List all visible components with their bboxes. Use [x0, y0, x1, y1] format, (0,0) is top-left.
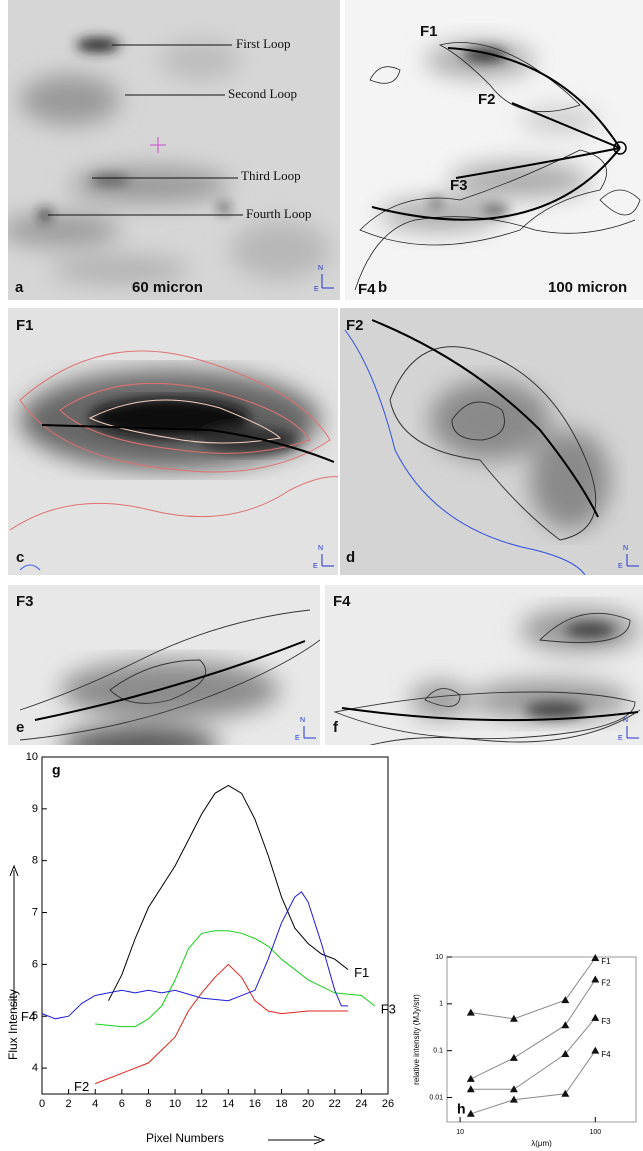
y-axis-label: Flux Intensity — [6, 989, 20, 1060]
series-line — [109, 786, 349, 1001]
compass-n: N — [318, 265, 323, 272]
series-line — [95, 964, 348, 1083]
panel-label: b — [378, 279, 387, 296]
x-tick-label: 26 — [382, 1098, 394, 1110]
x-tick-label: 16 — [249, 1098, 261, 1110]
x-tick-label: 18 — [275, 1098, 287, 1110]
x-axis-label: λ(μm) — [531, 1139, 552, 1148]
compass-n: N — [318, 545, 323, 552]
feature-label: F3 — [450, 177, 468, 194]
series-label: F3 — [381, 1001, 396, 1016]
panel-title: F2 — [346, 317, 364, 334]
series-line — [471, 1018, 596, 1089]
feature-label: F4 — [358, 281, 376, 298]
series-label: F2 — [601, 979, 611, 988]
y-tick-label: 6 — [32, 958, 38, 970]
compass-e: E — [618, 563, 623, 570]
series-line — [471, 958, 596, 1019]
panel-d: F2 d N E — [340, 308, 643, 575]
marker — [467, 1009, 475, 1016]
y-arrow — [10, 866, 18, 1010]
y-tick-label: 0.1 — [433, 1048, 443, 1055]
compass-n: N — [623, 545, 628, 552]
y-tick-label: 0.01 — [429, 1094, 443, 1101]
x-tick-label: 100 — [589, 1129, 601, 1136]
panel-e: F3 e N E — [8, 585, 320, 763]
marker — [591, 1014, 599, 1021]
panel-c: F1 c N E — [8, 308, 350, 575]
compass-n: N — [300, 717, 305, 724]
series-label: F4 — [601, 1050, 611, 1059]
annotation: Second Loop — [228, 86, 297, 101]
x-tick-label: 6 — [119, 1098, 125, 1110]
x-tick-label: 8 — [145, 1098, 151, 1110]
annotation: Fourth Loop — [246, 206, 311, 221]
marker — [561, 1021, 569, 1028]
caption: 60 micron — [132, 279, 203, 296]
x-axis-label: Pixel Numbers — [146, 1131, 224, 1145]
x-tick-label: 10 — [456, 1129, 464, 1136]
panel-title: F3 — [16, 593, 34, 610]
plot-frame — [42, 757, 388, 1094]
panel-f: F4 f N E — [325, 585, 643, 760]
figure: First Loop Second Loop Third Loop Fourth… — [0, 0, 643, 1151]
panel-label: d — [346, 549, 355, 566]
y-tick-label: 9 — [32, 803, 38, 815]
x-tick-label: 24 — [355, 1098, 367, 1110]
marker — [467, 1075, 475, 1082]
marker — [591, 954, 599, 961]
panel-title: F1 — [16, 317, 34, 334]
marker — [591, 1047, 599, 1054]
y-tick-label: 4 — [32, 1062, 38, 1074]
series-line — [42, 892, 348, 1019]
feature-label: F1 — [420, 23, 438, 40]
series-line — [471, 1051, 596, 1114]
panel-label: a — [15, 279, 24, 296]
series-label: F1 — [601, 957, 611, 966]
marker — [467, 1085, 475, 1092]
x-tick-label: 10 — [169, 1098, 181, 1110]
marker — [510, 1054, 518, 1061]
series-line — [471, 980, 596, 1079]
panel-label: h — [457, 1101, 466, 1117]
y-tick-label: 8 — [32, 855, 38, 867]
panel-label: g — [52, 762, 61, 778]
series-label: F3 — [601, 1017, 611, 1026]
panel-title: F4 — [333, 593, 351, 610]
x-tick-label: 2 — [66, 1098, 72, 1110]
panel-b: F1 F2 F3 F4 b 100 micron — [345, 0, 643, 300]
compass-e: E — [313, 563, 318, 570]
series-label: F4 — [21, 1009, 36, 1024]
series-label: F2 — [74, 1079, 89, 1094]
marker — [561, 1090, 569, 1097]
marker — [591, 976, 599, 983]
annotation: First Loop — [236, 36, 291, 51]
y-tick-label: 7 — [32, 906, 38, 918]
panel-a: First Loop Second Loop Third Loop Fourth… — [0, 0, 340, 300]
marker — [510, 1085, 518, 1092]
x-tick-label: 22 — [329, 1098, 341, 1110]
x-tick-label: 0 — [39, 1098, 45, 1110]
series-label: F1 — [354, 965, 369, 980]
x-arrow — [268, 1136, 324, 1144]
compass-e: E — [314, 286, 319, 293]
series-line — [95, 931, 375, 1027]
y-tick-label: 1 — [439, 1001, 443, 1008]
y-tick-label: 10 — [435, 954, 443, 961]
feature-label: F2 — [478, 91, 496, 108]
x-tick-label: 14 — [222, 1098, 234, 1110]
x-tick-label: 12 — [196, 1098, 208, 1110]
compass-e: E — [618, 735, 623, 742]
x-tick-label: 20 — [302, 1098, 314, 1110]
y-axis-label: relative intensity (MJy/str) — [412, 994, 421, 1085]
panel-label: c — [16, 549, 24, 566]
compass-n: N — [623, 717, 628, 724]
annotation: Third Loop — [241, 168, 301, 183]
marker — [561, 996, 569, 1003]
panel-label: e — [16, 719, 24, 736]
compass-e: E — [295, 735, 300, 742]
caption: 100 micron — [548, 279, 627, 296]
y-tick-label: 10 — [26, 751, 38, 763]
x-tick-label: 4 — [92, 1098, 98, 1110]
